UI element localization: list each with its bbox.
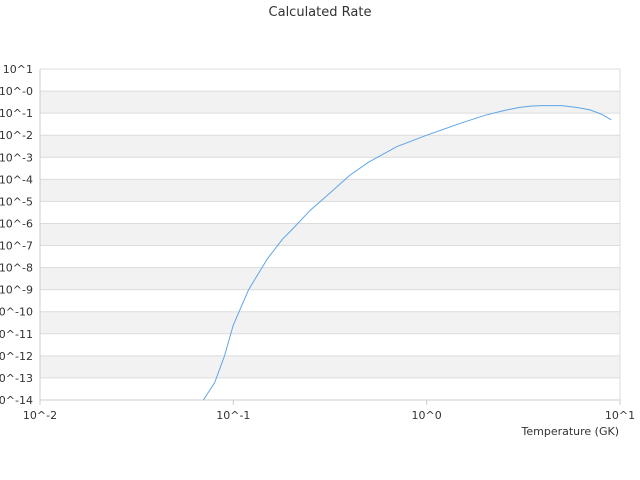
y-tick-label: 10^-10 bbox=[0, 306, 33, 319]
y-axis-ticks: 10^1 10^-0 10^-1 10^-2 10^-3 10^-4 10^-5 10^-6 1… bbox=[0, 63, 33, 407]
y-tick-label: 10^-14 bbox=[0, 394, 33, 407]
x-axis-ticks: 10^-2 10^-1 10^0 10^1 bbox=[23, 400, 635, 422]
series-lines bbox=[202, 105, 612, 401]
grid-band bbox=[40, 223, 620, 246]
x-axis-label: Temperature (GK) bbox=[521, 425, 620, 438]
x-tick-label: 10^-1 bbox=[216, 409, 250, 422]
y-tick-label: 10^-11 bbox=[0, 328, 33, 341]
y-tick-label: 10^-0 bbox=[0, 85, 33, 98]
chart-title: Calculated Rate bbox=[269, 5, 372, 20]
y-tick-label: 10^-8 bbox=[0, 262, 33, 275]
y-tick-label: 10^-4 bbox=[0, 173, 33, 186]
grid-band bbox=[40, 135, 620, 158]
y-tick-label: 10^-9 bbox=[0, 284, 33, 297]
x-tick-label: 10^1 bbox=[605, 409, 635, 422]
plot-frame bbox=[39, 69, 621, 401]
y-tick-label: 10^-13 bbox=[0, 372, 33, 385]
y-tick-label: 10^1 bbox=[3, 63, 33, 76]
grid-band bbox=[40, 355, 620, 378]
x-tick-label: 10^-2 bbox=[23, 409, 57, 422]
y-tick-label: 10^-2 bbox=[0, 129, 33, 142]
grid-band bbox=[40, 91, 620, 114]
grid-band bbox=[40, 179, 620, 202]
grid-bands bbox=[40, 68, 620, 401]
y-tick-label: 10^-12 bbox=[0, 350, 33, 363]
y-tick-label: 10^-5 bbox=[0, 195, 33, 208]
y-tick-label: 10^-6 bbox=[0, 217, 33, 230]
grid-band bbox=[40, 267, 620, 290]
series-line bbox=[202, 105, 612, 401]
y-tick-label: 10^-3 bbox=[0, 151, 33, 164]
x-tick-label: 10^0 bbox=[412, 409, 442, 422]
grid-band bbox=[40, 311, 620, 334]
y-tick-label: 10^-7 bbox=[0, 240, 33, 253]
y-tick-label: 10^-1 bbox=[0, 107, 33, 120]
